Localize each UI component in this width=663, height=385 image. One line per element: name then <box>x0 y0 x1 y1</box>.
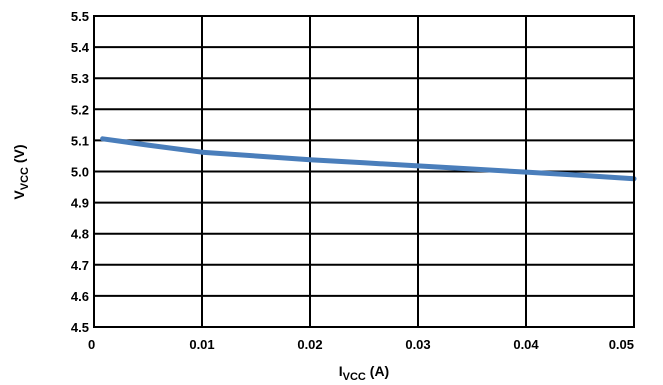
x-tick-label: 0 <box>88 337 95 352</box>
series-line <box>100 136 637 182</box>
y-axis-title-main: V <box>11 190 27 200</box>
y-tick-label: 5.5 <box>71 9 89 24</box>
y-tick-label: 5.4 <box>71 40 90 55</box>
x-axis-title-unit: (A) <box>366 363 389 379</box>
y-tick-label: 4.8 <box>71 227 89 242</box>
series-layer <box>100 136 637 182</box>
y-axis-title: VVCC (V) <box>11 144 31 199</box>
x-axis-title-main: I <box>339 363 343 379</box>
x-tick-label: 0.03 <box>405 337 430 352</box>
y-tick-label: 5.0 <box>71 165 89 180</box>
x-tick-label: 0.02 <box>297 337 322 352</box>
y-tick-label: 4.5 <box>71 320 89 335</box>
y-axis-title-unit: (V) <box>11 144 27 167</box>
y-tick-label: 5.3 <box>71 71 89 86</box>
y-tick-label: 5.1 <box>71 133 89 148</box>
x-tick-labels: 0 0.01 0.02 0.03 0.04 0.05 <box>88 337 634 352</box>
y-axis-title-sub: VCC <box>19 167 31 190</box>
y-tick-label: 5.2 <box>71 102 89 117</box>
plot-border <box>93 15 635 328</box>
x-axis-title: IVCC (A) <box>339 363 389 383</box>
x-axis-title-sub: VCC <box>343 371 366 383</box>
x-tick-label: 0.04 <box>513 337 539 352</box>
y-tick-labels: 4.5 4.6 4.7 4.8 4.9 5.0 5.1 5.2 5.3 5.4 5.5 <box>71 9 90 335</box>
y-tick-label: 4.6 <box>71 289 89 304</box>
y-tick-label: 4.9 <box>71 196 89 211</box>
y-tick-label: 4.7 <box>71 258 89 273</box>
x-tick-label: 0.01 <box>189 337 214 352</box>
x-tick-label: 0.05 <box>609 337 634 352</box>
